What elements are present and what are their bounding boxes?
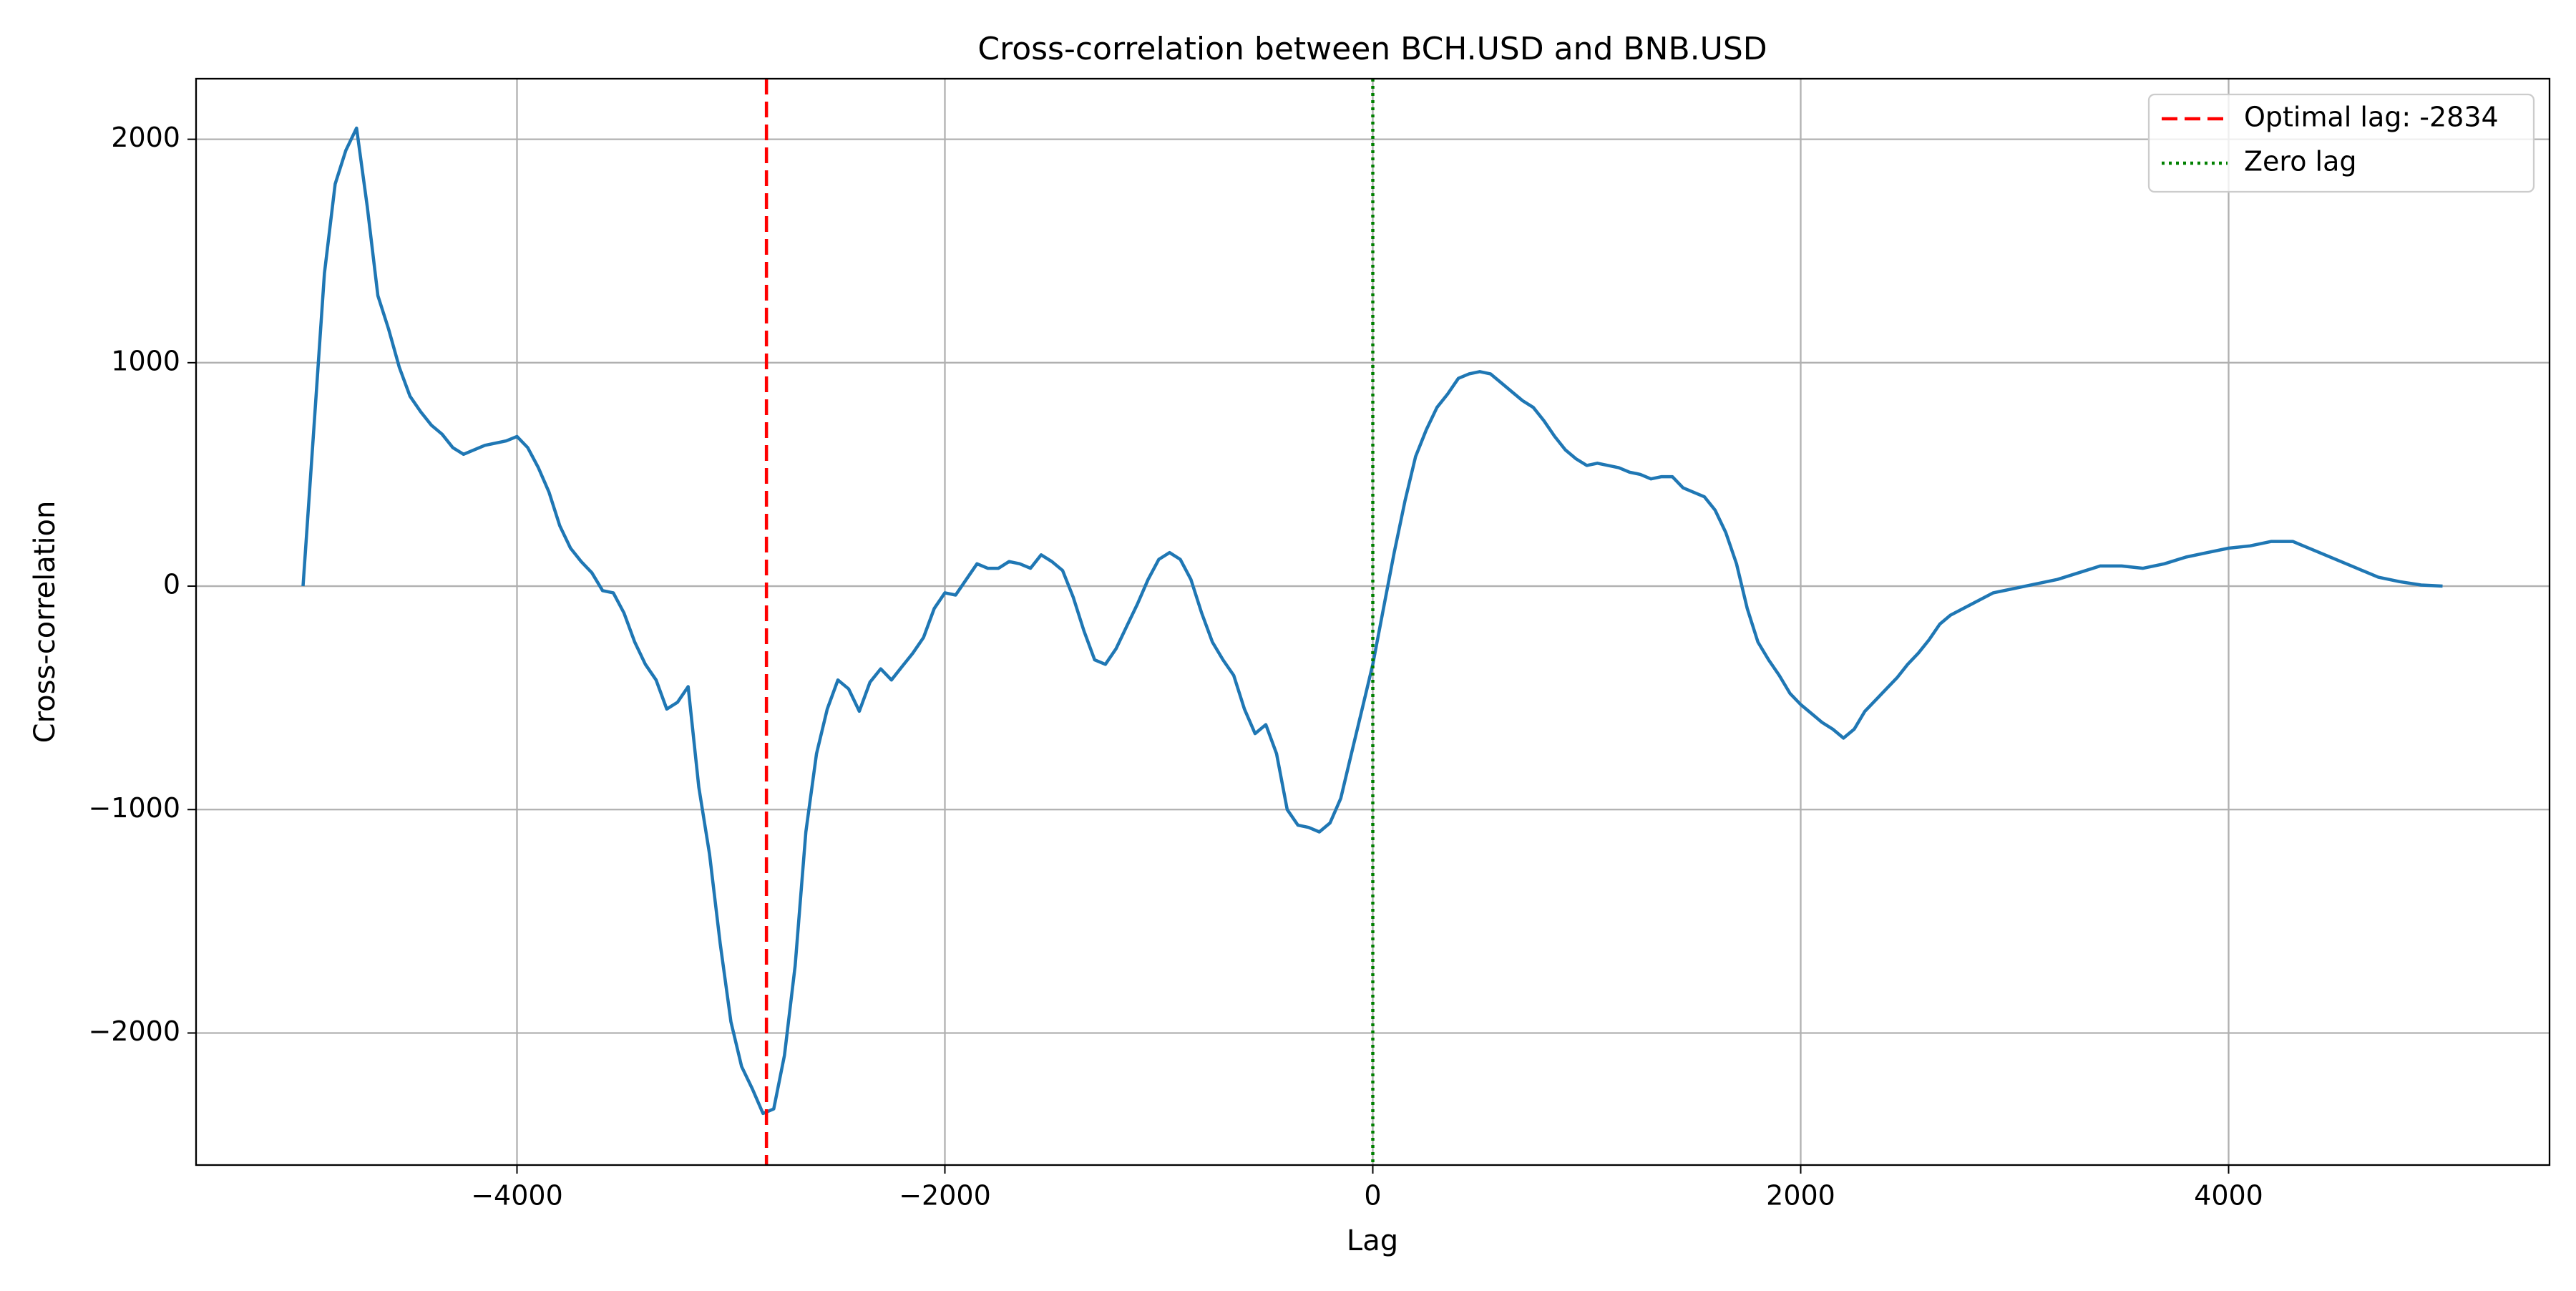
- x-tick-label: −2000: [899, 1180, 991, 1212]
- y-tick-label: 2000: [111, 122, 180, 153]
- legend-label: Optimal lag: -2834: [2244, 102, 2499, 133]
- x-tick-label: 2000: [1766, 1180, 1835, 1212]
- plot-frame: [195, 77, 2551, 1166]
- data-line: [301, 126, 2443, 1116]
- legend-label: Zero lag: [2244, 146, 2357, 177]
- chart-title: Cross-correlation between BCH.USD and BN…: [977, 31, 1767, 67]
- y-tick-label: −1000: [88, 792, 180, 824]
- legend: Optimal lag: -2834 Zero lag: [2147, 93, 2535, 193]
- legend-box: [2147, 93, 2535, 193]
- y-tick-label: 0: [163, 569, 180, 600]
- x-tick-label: −4000: [471, 1180, 563, 1212]
- y-axis-label: Cross-correlation: [29, 501, 62, 744]
- x-axis-label: Lag: [1347, 1224, 1398, 1257]
- x-tick-label: 0: [1364, 1180, 1381, 1212]
- y-tick-label: −2000: [88, 1015, 180, 1047]
- x-tick-label: 4000: [2194, 1180, 2263, 1212]
- y-tick-label: 1000: [111, 345, 180, 376]
